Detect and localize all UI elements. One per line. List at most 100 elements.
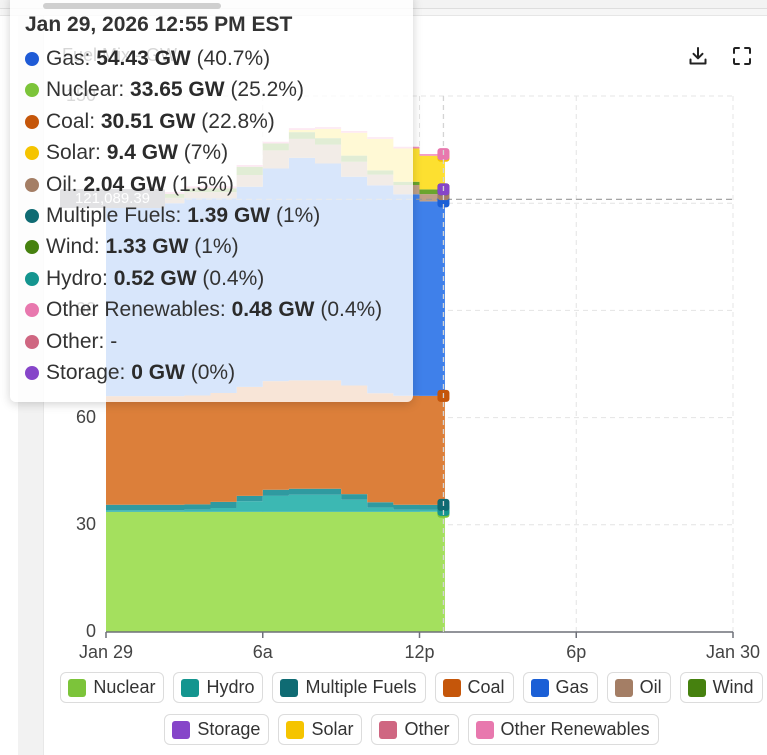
wind-dot-icon [25,240,39,255]
row-value: 33.65 GW [130,78,225,102]
legend-label: Other [404,719,450,739]
multiple-fuels-swatch-icon [280,678,299,697]
area-hydro[interactable] [106,494,445,512]
tooltip-row-nuclear: Nuclear: 33.65 GW (25.2%) [10,74,413,105]
row-pct: - [110,329,118,353]
legend-label: Hydro [206,677,255,697]
row-label: Solar: [46,141,101,165]
download-button[interactable] [685,43,711,69]
legend-item-multiple-fuels[interactable]: Multiple Fuels [272,672,426,703]
download-icon [689,47,707,65]
row-label: Multiple Fuels: [46,203,182,227]
row-label: Wind: [46,235,100,259]
legend-item-solar[interactable]: Solar [278,714,363,745]
legend-item-wind[interactable]: Wind [679,672,763,703]
row-label: Nuclear: [46,78,125,102]
row-pct: (7%) [183,141,229,165]
fullscreen-icon [733,47,751,65]
legend-item-gas[interactable]: Gas [522,672,598,703]
chart-tooltip: Jan 29, 2026 12:55 PM EST Gas: 54.43 GW … [10,0,413,402]
gas-dot-icon [25,52,39,66]
legend-label: Nuclear [93,677,156,697]
tooltip-row-gas: Gas: 54.43 GW (40.7%) [10,43,413,74]
row-value: 1.39 GW [187,203,271,227]
row-pct: (1%) [275,203,321,227]
row-value: 0.48 GW [231,298,315,322]
legend-item-storage[interactable]: Storage [164,714,270,745]
legend-label: Solar [311,719,354,739]
area-coal[interactable] [106,380,445,505]
tooltip-row-other: Other: - [10,326,413,357]
row-pct: (0%) [190,360,236,384]
oil-dot-icon [25,177,39,192]
nuclear-dot-icon [25,83,39,98]
legend-item-other-renewables[interactable]: Other Renewables [467,714,659,745]
legend-item-nuclear[interactable]: Nuclear [60,672,165,703]
tooltip-rows: Gas: 54.43 GW (40.7%) Nuclear: 33.65 GW … [10,43,413,388]
row-label: Oil: [46,172,78,196]
x-tick-label: 6p [566,642,587,662]
x-tick-label: Jan 30 [705,642,761,662]
coal-swatch-icon [442,678,461,697]
legend-label: Oil [639,677,662,697]
other-dot-icon [25,334,39,349]
row-label: Other Renewables: [46,298,226,322]
row-value: 54.43 GW [96,47,191,70]
row-label: Coal: [46,109,96,133]
horizontal-scrollbar-thumb[interactable] [43,3,221,9]
row-pct: (0.4%) [320,298,383,322]
x-tick-label: Jan 29 [78,642,134,662]
tooltip-row-wind: Wind: 1.33 GW (1%) [10,231,413,262]
row-label: Storage: [46,360,126,384]
y-tick-label: 0 [85,621,96,641]
row-pct: (40.7%) [196,47,271,70]
row-pct: (1%) [194,235,239,259]
row-value: 9.4 GW [106,141,178,165]
legend-item-hydro[interactable]: Hydro [173,672,264,703]
row-pct: (25.2%) [230,78,304,102]
legend-label: Storage [197,719,261,739]
wind-swatch-icon [687,678,706,697]
other-swatch-icon [379,720,398,739]
row-label: Hydro: [46,266,108,290]
legend-item-other[interactable]: Other [371,714,459,745]
row-pct: (22.8%) [201,109,275,133]
tooltip-row-coal: Coal: 30.51 GW (22.8%) [10,106,413,137]
row-label: Other: [46,329,105,353]
legend-label: Gas [555,677,589,697]
tooltip-row-multiple-fuels: Multiple Fuels: 1.39 GW (1%) [10,200,413,231]
row-pct: (0.4%) [202,266,265,290]
row-value: 1.33 GW [105,235,189,259]
legend-row-2: Storage Solar Other Other Renewables [50,714,767,745]
row-value: 0 GW [131,360,185,384]
tooltip-row-storage: Storage: 0 GW (0%) [10,357,413,388]
coal-dot-icon [25,114,39,129]
hydro-swatch-icon [181,678,200,697]
row-value: 2.04 GW [83,172,167,196]
nuclear-swatch-icon [68,678,87,697]
oil-swatch-icon [614,678,633,697]
other-renewables-dot-icon [25,303,39,318]
y-tick-label: 60 [75,406,96,427]
row-value: 0.52 GW [113,266,197,290]
tooltip-row-oil: Oil: 2.04 GW (1.5%) [10,169,413,200]
other-renewables-swatch-icon [475,720,494,739]
tooltip-row-other-renewables: Other Renewables: 0.48 GW (0.4%) [10,294,413,325]
row-label: Gas: [46,47,91,70]
fullscreen-button[interactable] [729,43,755,69]
area-nuclear[interactable] [106,511,445,632]
row-value: 30.51 GW [100,109,196,133]
solar-dot-icon [25,146,39,161]
solar-swatch-icon [286,720,305,739]
y-tick-label: 30 [75,513,96,534]
legend-label: Wind [712,677,754,697]
legend-label: Multiple Fuels [305,677,417,697]
storage-dot-icon [25,365,39,380]
legend-item-coal[interactable]: Coal [434,672,514,703]
legend-label: Coal [467,677,505,697]
tooltip-row-solar: Solar: 9.4 GW (7%) [10,137,413,168]
row-pct: (1.5%) [172,172,234,196]
legend-item-oil[interactable]: Oil [606,672,671,703]
tooltip-title: Jan 29, 2026 12:55 PM EST [25,13,293,36]
legend-label: Other Renewables [500,719,650,739]
